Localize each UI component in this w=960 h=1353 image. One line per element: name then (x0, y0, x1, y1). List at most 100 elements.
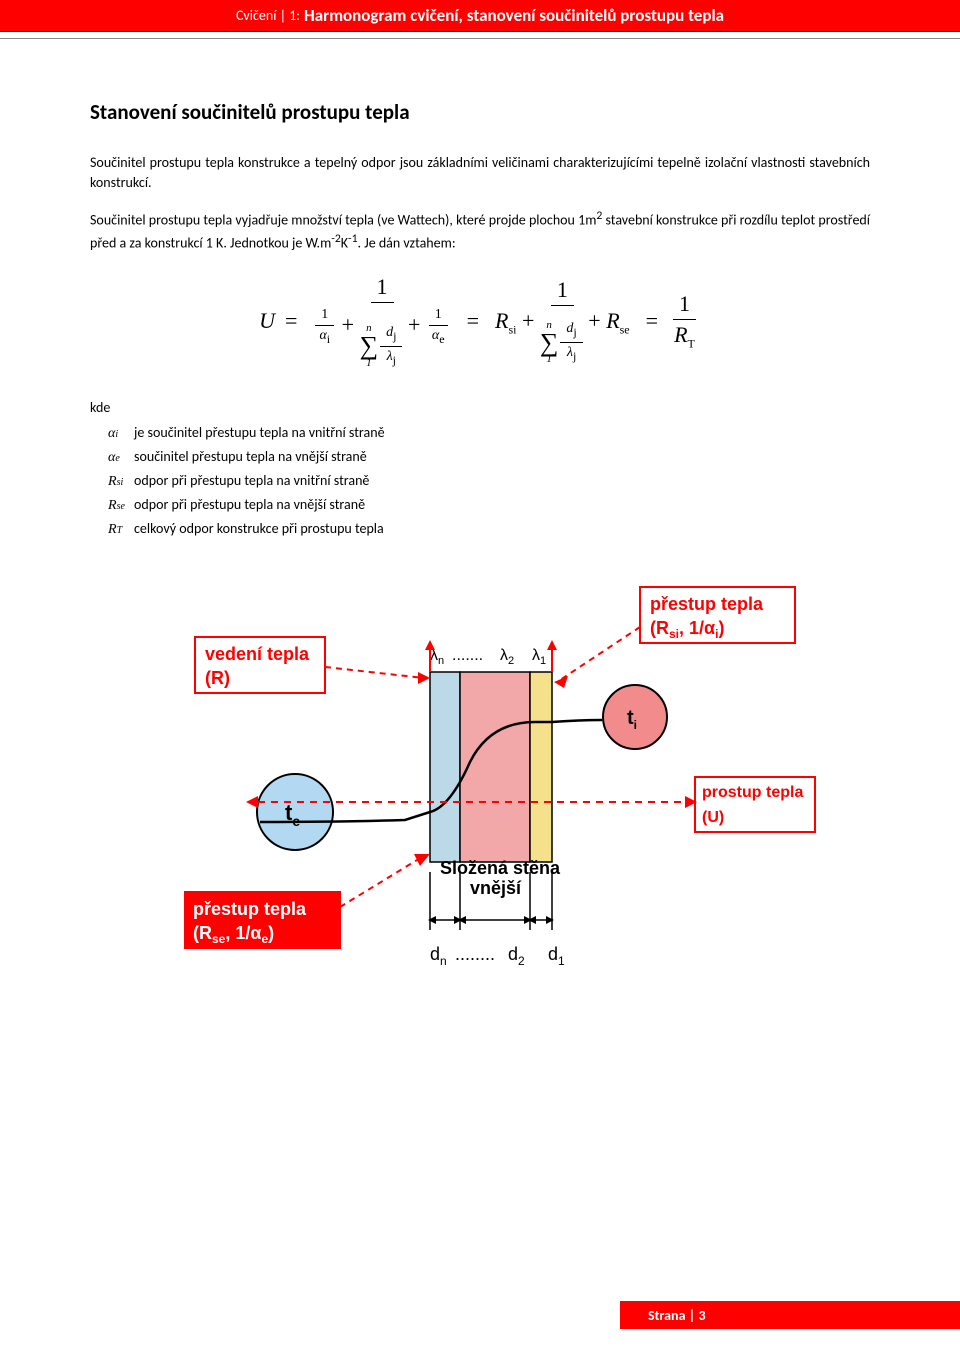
f-lambda2-sub: j (573, 349, 576, 363)
header-prefix: Cvičení | 1: (236, 7, 300, 24)
f-RT-sub: T (688, 337, 695, 351)
f-dj: dj (380, 323, 402, 347)
def-row: RT celkový odpor konstrukce při prostupu… (90, 520, 870, 538)
prostup-U: (U) (702, 809, 724, 826)
def-sym: Rsi (90, 474, 134, 490)
vedeni-R: (R) (205, 668, 230, 688)
prestup-rsi-label: přestup tepla (650, 594, 764, 614)
f-Rsi: R (495, 308, 508, 333)
def-row: Rse odpor při přestupu tepla na vnější s… (90, 496, 870, 514)
def-sym-sub: se (117, 501, 125, 512)
slozena-label: Složená stěna (440, 858, 561, 878)
vedeni-leader (325, 667, 424, 678)
f-ai-den: αi (313, 326, 336, 349)
f-Rse: R (606, 308, 619, 333)
f-dj-lj: dj λj (380, 323, 402, 370)
arrow-tip-icon (428, 916, 436, 924)
arrow-tip-icon (547, 640, 557, 650)
f-dj2: dj (560, 319, 582, 343)
f-lj: λj (381, 347, 402, 370)
def-row: αi je součinitel přestupu tepla na vnitř… (90, 424, 870, 442)
layer-n (430, 672, 460, 862)
prestup-rsi-val: (Rsi, 1/αi) (650, 618, 724, 641)
f-frac3: 1 RT (668, 289, 701, 353)
f-ae-den: αe (426, 326, 451, 349)
f-d2-sub: j (573, 325, 576, 339)
vedeni-label: vedení tepla (205, 644, 310, 664)
def-sym-main: R (108, 474, 117, 489)
f-d-sub: j (393, 329, 396, 343)
f-frac1-den: 1 αi + n ∑ 1 dj λj (307, 303, 456, 372)
f-sum1: n ∑ 1 dj λj (360, 323, 403, 370)
p2-sup2: -2 (331, 232, 340, 246)
content-area: Stanovení součinitelů prostupu tepla Sou… (0, 39, 960, 992)
paragraph-1: Součinitel prostupu tepla konstrukce a t… (90, 153, 870, 194)
def-desc: je součinitel přestupu tepla na vnitřní … (134, 424, 385, 441)
f-dj-lj-2: dj λj (560, 319, 582, 366)
diagram-container: λn ....... λ2 λ1 vedení tepla (R) přestu… (90, 572, 870, 992)
page-footer: Strana | 3 (620, 1301, 960, 1329)
te-circle (257, 774, 333, 850)
def-sym-sub: i (115, 429, 118, 440)
arrow-tip-icon (546, 916, 554, 924)
def-desc: celkový odpor konstrukce při prostupu te… (134, 520, 384, 537)
f-sigma1-lo: 1 (366, 358, 372, 369)
p2-sup3: -1 (348, 232, 357, 246)
def-row: Rsi odpor při přestupu tepla na vnitřní … (90, 472, 870, 490)
d-n-label: dn (430, 944, 447, 968)
f-Rsi-sub: si (508, 322, 516, 336)
section-title: Stanovení součinitelů prostupu tepla (90, 99, 870, 125)
f-frac2: 1 Rsi + n ∑ 1 dj λj (489, 275, 636, 368)
p2-c: K (341, 234, 348, 251)
def-sym: Rse (90, 498, 134, 514)
rse-leader (340, 857, 422, 907)
def-sym-main: R (108, 522, 117, 537)
f-alpha-i: α (319, 328, 326, 343)
f-plus2: + (408, 311, 420, 336)
p2-a: Součinitel prostupu tepla vyjadřuje množ… (90, 211, 596, 228)
arrow-tip-icon (246, 796, 258, 808)
f-lj2: λj (561, 343, 582, 366)
prostup-label: prostup tepla (702, 784, 803, 801)
f-frac1: 1 1 αi + n ∑ 1 dj (307, 272, 456, 372)
f-sum2: n ∑ 1 dj λj (540, 319, 583, 366)
header-title: Harmonogram cvičení, stanovení součinite… (304, 5, 724, 26)
lambda-dots: ....... (452, 647, 483, 664)
vnejsi-label: vnější (470, 878, 522, 898)
def-sym-sub: si (117, 477, 124, 488)
f-alpha-e-sub: e (439, 331, 444, 345)
sigma-icon: ∑ (360, 334, 379, 357)
arrow-tip-icon (528, 916, 536, 924)
heat-transfer-diagram: λn ....... λ2 λ1 vedení tepla (R) přestu… (140, 572, 820, 992)
f-ae-num: 1 (429, 305, 448, 326)
f-plus1: + (342, 311, 354, 336)
f-frac3-den: RT (668, 320, 701, 353)
f-frac2-den: Rsi + n ∑ 1 dj λj + Rse (489, 306, 636, 368)
definitions: kde αi je součinitel přestupu tepla na v… (90, 399, 870, 538)
f-ai-num: 1 (315, 305, 334, 326)
d-2-label: d2 (508, 944, 525, 968)
prestup-rse-label: přestup tepla (193, 899, 307, 919)
def-desc: odpor při přestupu tepla na vnější stran… (134, 496, 365, 513)
formula-block: U = 1 1 αi + n ∑ 1 (90, 272, 870, 372)
arrow-tip-icon (425, 640, 435, 650)
f-Rse-sub: se (620, 322, 630, 336)
layer-2 (460, 672, 530, 862)
lambda-2-label: λ2 (500, 647, 514, 667)
def-sym: RT (90, 522, 134, 538)
formula: U = 1 1 αi + n ∑ 1 (259, 272, 701, 372)
sigma-icon-2: ∑ (540, 331, 559, 354)
f-RT: R (674, 322, 687, 347)
def-sym-sub: T (117, 525, 123, 536)
def-sym: αi (90, 426, 134, 442)
f-frac3-num: 1 (673, 289, 696, 320)
f-1-over-ae: 1 αe (426, 305, 451, 349)
def-desc: součinitel přestupu tepla na vnější stra… (134, 448, 367, 465)
layer-1 (530, 672, 552, 862)
paragraph-2: Součinitel prostupu tepla vyjadřuje množ… (90, 208, 870, 254)
f-plus3: + (522, 308, 534, 333)
lambda-1-label: λ1 (532, 647, 546, 667)
d-dots: ........ (455, 944, 495, 964)
ti-circle (603, 685, 667, 749)
d-1-label: d1 (548, 944, 565, 968)
